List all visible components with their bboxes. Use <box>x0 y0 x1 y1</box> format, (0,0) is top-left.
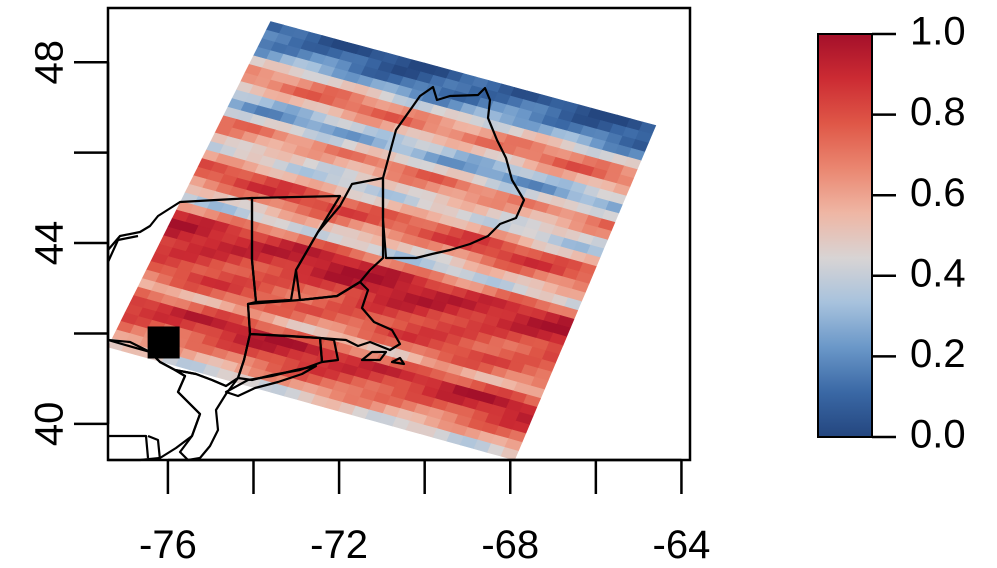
x-tick-label: -76 <box>139 523 197 567</box>
colorbar-tick-label: 0.4 <box>910 251 966 295</box>
colorbar-ticks: 0.0 0.2 0.4 0.6 0.8 1.0 <box>872 10 966 457</box>
new-jersey-outline <box>173 368 240 462</box>
island-shape-1 <box>360 350 388 362</box>
state-boundaries <box>106 85 526 462</box>
heatmap-field <box>107 21 657 461</box>
colorbar-tick-label: 0.2 <box>910 332 966 376</box>
site-marker <box>147 326 180 359</box>
marker-square <box>147 326 180 359</box>
y-tick-label: 44 <box>28 221 72 265</box>
colorbar <box>817 33 873 438</box>
long-island-outline <box>224 364 318 398</box>
x-tick-label: -68 <box>481 523 539 567</box>
x-axis: -76 -72 -68 -64 <box>139 458 711 567</box>
lake-shore <box>108 434 150 459</box>
colorbar-tick-label: 0.8 <box>910 90 966 134</box>
island-shape-2 <box>390 356 406 366</box>
x-tick-label: -64 <box>653 523 711 567</box>
x-tick-label: -72 <box>310 523 368 567</box>
delaware-shore <box>147 434 162 461</box>
y-axis: 40 44 48 <box>28 40 110 447</box>
colorbar-tick-label: 0.6 <box>910 171 966 215</box>
colorbar-tick-label: 0.0 <box>910 413 966 457</box>
maine-outline <box>381 85 526 260</box>
quebec-border <box>106 234 139 263</box>
y-tick-label: 40 <box>28 402 72 447</box>
rhode-island-outline <box>318 336 340 364</box>
y-tick-label: 48 <box>28 40 72 85</box>
colorbar-tick-label: 1.0 <box>910 10 966 54</box>
